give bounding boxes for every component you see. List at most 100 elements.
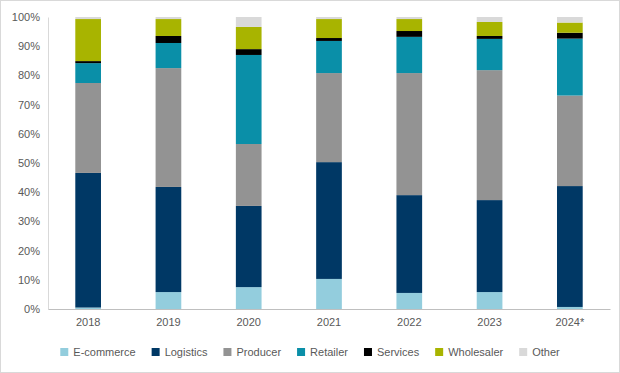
legend-swatch	[60, 348, 68, 356]
y-tick: 50%	[18, 157, 48, 169]
bar	[156, 187, 182, 292]
x-tick: 2022	[397, 309, 421, 328]
y-axis-line	[48, 18, 49, 310]
y-tick: 100%	[12, 11, 48, 23]
y-tick: 90%	[18, 40, 48, 52]
x-tick-label: 2020	[236, 316, 260, 328]
bar	[75, 17, 101, 19]
legend-label: E-commerce	[73, 346, 135, 358]
bar	[75, 173, 101, 308]
bar	[75, 83, 101, 173]
bar	[236, 49, 262, 55]
y-tick: 70%	[18, 99, 48, 111]
bar	[396, 73, 422, 195]
y-tick-label: 80%	[18, 69, 40, 81]
x-tick-label: 2024*	[555, 316, 584, 328]
bar	[557, 96, 583, 187]
legend-item: Retailer	[297, 346, 348, 358]
legend-label: Services	[377, 346, 420, 358]
legend-item: Producer	[223, 346, 281, 358]
legend-label: Retailer	[310, 346, 348, 358]
bar	[316, 162, 342, 279]
series-bars	[75, 279, 582, 309]
y-tick-label: 70%	[18, 99, 40, 111]
bar	[236, 144, 262, 206]
bar	[236, 27, 262, 49]
bar	[557, 39, 583, 96]
x-tick-label: 2023	[477, 316, 501, 328]
bar	[316, 19, 342, 38]
y-tick-label: 10%	[18, 274, 40, 286]
y-tick: 0%	[24, 303, 48, 315]
x-tick: 2018	[76, 309, 100, 328]
plot: 0%10%20%30%40%50%60%70%80%90%100%2018201…	[12, 11, 611, 328]
chart: 0%10%20%30%40%50%60%70%80%90%100%2018201…	[0, 0, 620, 373]
bar	[156, 43, 182, 68]
legend-item: Services	[364, 346, 420, 358]
legend-swatch	[152, 348, 160, 356]
bar	[156, 36, 182, 43]
x-tick: 2024*	[555, 309, 584, 328]
series-bars	[75, 37, 582, 144]
bar	[396, 195, 422, 293]
series-bars	[75, 68, 582, 206]
y-tick-label: 0%	[24, 303, 40, 315]
legend-swatch	[223, 348, 231, 356]
series-bars	[75, 17, 582, 27]
chart-frame	[1, 1, 620, 373]
legend-label: Producer	[236, 346, 281, 358]
x-tick-label: 2021	[317, 316, 341, 328]
bar	[236, 17, 262, 27]
bar	[75, 19, 101, 61]
y-tick-label: 40%	[18, 186, 40, 198]
bar	[477, 292, 503, 309]
bar	[477, 17, 503, 22]
y-tick: 30%	[18, 215, 48, 227]
bar	[75, 63, 101, 83]
bar	[396, 17, 422, 19]
legend-swatch	[364, 348, 372, 356]
bar	[557, 307, 583, 309]
bar	[75, 61, 101, 63]
x-tick-label: 2019	[156, 316, 180, 328]
bar	[477, 70, 503, 200]
bar	[477, 200, 503, 292]
legend-label: Other	[532, 346, 560, 358]
y-tick-label: 60%	[18, 128, 40, 140]
y-tick: 80%	[18, 69, 48, 81]
bar	[75, 308, 101, 309]
x-tick: 2020	[236, 309, 260, 328]
legend-swatch	[519, 348, 527, 356]
x-tick-label: 2022	[397, 316, 421, 328]
bar	[316, 38, 342, 41]
bar	[236, 206, 262, 287]
legend-item: E-commerce	[60, 346, 135, 358]
y-tick-label: 30%	[18, 215, 40, 227]
bar	[396, 293, 422, 309]
x-tick: 2023	[477, 309, 501, 328]
legend-label: Logistics	[165, 346, 208, 358]
bar	[156, 292, 182, 309]
legend-swatch	[297, 348, 305, 356]
y-tick: 40%	[18, 186, 48, 198]
y-tick: 60%	[18, 128, 48, 140]
bar	[557, 186, 583, 307]
bar	[156, 17, 182, 19]
bar	[396, 31, 422, 37]
bar	[316, 41, 342, 73]
x-tick: 2019	[156, 309, 180, 328]
y-tick-label: 90%	[18, 40, 40, 52]
bar	[477, 36, 503, 39]
legend-item: Wholesaler	[435, 346, 503, 358]
legend-swatch	[435, 348, 443, 356]
series-bars	[75, 162, 582, 307]
y-tick: 20%	[18, 245, 48, 257]
bar	[557, 23, 583, 33]
x-axis: 2018 2019 2020 2021 2022 2023 2024*	[49, 309, 611, 328]
bar	[316, 17, 342, 19]
bar	[156, 19, 182, 36]
x-tick-label: 2018	[76, 316, 100, 328]
bar	[236, 55, 262, 144]
bars	[75, 17, 582, 309]
y-tick-label: 20%	[18, 245, 40, 257]
